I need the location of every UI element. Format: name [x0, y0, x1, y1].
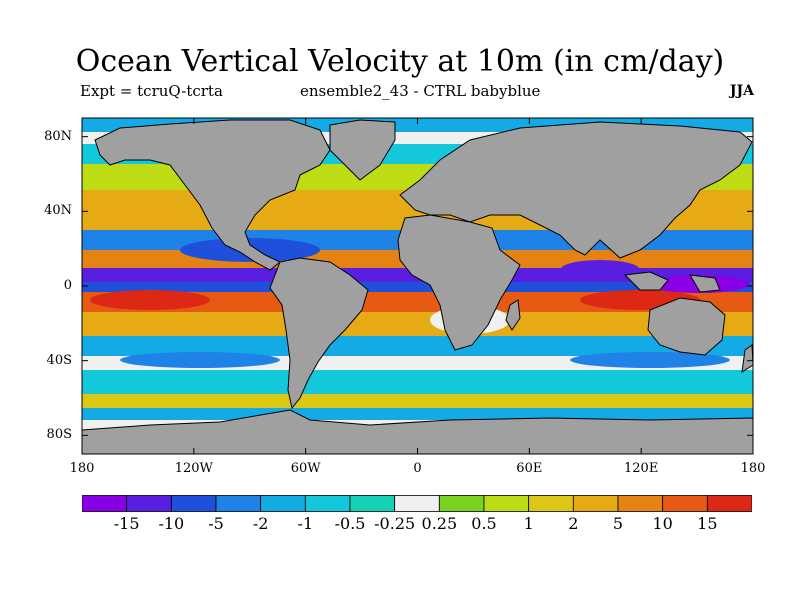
antarctica — [82, 409, 753, 454]
colorbar-swatch — [483, 495, 530, 512]
colorbar-swatch — [304, 495, 351, 512]
southeast-asia-islands — [623, 271, 721, 293]
colorbar-swatch — [126, 495, 172, 512]
lat-label: 40S — [46, 352, 72, 368]
page-title: Ocean Vertical Velocity at 10m (in cm/da… — [75, 44, 725, 79]
experiment-label: Expt = tcruQ-tcrta — [80, 82, 223, 100]
colorbar-label: -0.5 — [334, 514, 366, 533]
new-zealand — [741, 344, 753, 374]
madagascar — [505, 299, 521, 331]
axis-ticks — [81, 118, 754, 454]
colorbar-label: -10 — [158, 514, 185, 533]
colorbar-swatch — [662, 495, 708, 512]
north-america — [94, 119, 331, 271]
colorbar-swatch — [706, 495, 752, 512]
lat-label: 40N — [44, 203, 72, 219]
lon-label: 0 — [413, 461, 422, 476]
colorbar-label: 5 — [612, 514, 624, 533]
colorbar-label: 0.25 — [421, 514, 458, 533]
lat-label: 80S — [46, 427, 72, 443]
lon-label: 60E — [516, 461, 543, 476]
colorbar-swatch — [617, 495, 664, 512]
colorbar-swatch — [215, 495, 262, 512]
lon-label: 120E — [624, 461, 659, 476]
colorbar-swatch — [528, 495, 574, 512]
colorbar-label: 2 — [568, 514, 579, 533]
lon-label: 180 — [740, 461, 766, 476]
lon-label: 180 — [69, 461, 95, 476]
south-america — [269, 257, 369, 410]
lon-label: 60W — [290, 461, 321, 476]
colorbar-swatch — [438, 495, 485, 512]
land-masses — [82, 119, 753, 454]
colorbar-label: -2 — [252, 514, 269, 533]
colorbar-label: 15 — [697, 514, 718, 533]
colorbar-swatch — [82, 495, 128, 512]
colorbar — [82, 495, 752, 512]
lat-label: 0 — [63, 278, 72, 293]
colorbar-swatch — [394, 495, 440, 512]
lon-label: 120W — [174, 461, 213, 476]
ensemble-label: ensemble2_43 - CTRL babyblue — [300, 82, 541, 100]
season-label: JJA — [729, 83, 754, 99]
colorbar-label: -5 — [208, 514, 224, 533]
eurasia — [399, 121, 753, 259]
australia — [647, 297, 726, 356]
colorbar-label: -15 — [113, 514, 140, 533]
colorbar-label: 10 — [652, 514, 673, 533]
colorbar-label: -1 — [297, 514, 314, 533]
colorbar-label: 1 — [523, 514, 534, 533]
colorbar-swatch — [572, 495, 619, 512]
colorbar-swatch — [170, 495, 217, 512]
greenland — [329, 119, 396, 181]
colorbar-swatch — [260, 495, 306, 512]
colorbar-swatch — [349, 495, 396, 512]
africa — [397, 214, 521, 351]
lat-label: 80N — [44, 128, 72, 144]
colorbar-label: -0.25 — [374, 514, 416, 533]
colorbar-label: 0.5 — [471, 514, 497, 533]
